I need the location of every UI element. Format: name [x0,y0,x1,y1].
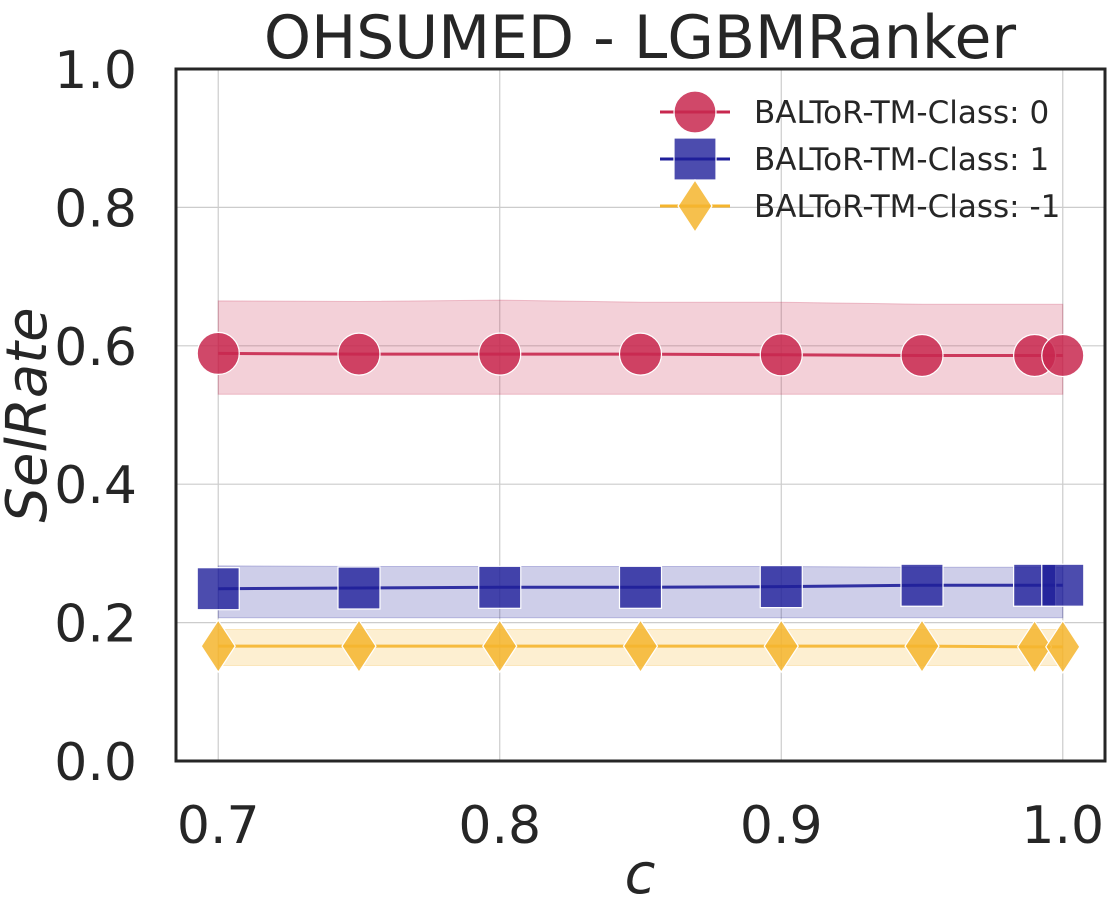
y-tick-label: 0.2 [54,595,137,655]
data-point-diamond [1045,619,1081,674]
data-point-square [759,565,803,609]
data-point-square [478,565,522,609]
data-point-circle [1041,333,1085,378]
legend-label: BALToR-TM-Class: 0 [754,95,1049,131]
legend-marker-diamond [677,178,713,234]
legend-marker-square [673,137,717,181]
data-point-diamond [1016,619,1053,674]
data-point-circle [478,332,522,376]
y-tick-label: 0.0 [54,733,137,793]
data-point-diamond [341,619,377,674]
plot-frame [174,67,1107,763]
x-tick-label: 0.7 [177,796,260,856]
data-point-square [337,566,381,610]
data-point-circle [196,331,240,376]
data-point-diamond [763,619,799,674]
x-tick-label: 0.8 [458,796,541,856]
legend: BALToR-TM-Class: 0 BALToR-TM-Class: 1 BALT… [660,90,1060,234]
legend-label: BALToR-TM-Class: 1 [754,142,1049,178]
x-tick-label: 0.9 [740,796,823,856]
y-tick-label: 0.6 [54,318,137,378]
y-tick-label: 0.4 [54,456,137,516]
data-point-diamond [622,619,659,674]
data-point-square [618,565,663,609]
data-point-diamond [904,619,940,674]
chart-title: OHSUMED - LGBMRanker [264,3,1017,73]
data-point-square [196,567,240,611]
data-point-square [1041,563,1085,607]
x-tick-label: 1.0 [1021,796,1104,856]
data-point-square [900,563,944,607]
data-point-circle [618,332,663,376]
data-point-diamond [482,619,518,674]
tick-labels: 0.7 0.8 0.9 1.0 0.0 0.2 0.4 0.6 0.8 1.0 [54,41,1104,856]
y-tick-label: 0.8 [54,179,137,239]
data-point-circle [759,333,803,377]
x-axis-label: c [625,842,656,907]
y-axis-label: SelRate [0,307,60,522]
data-point-diamond [200,619,236,674]
series-markers [196,331,1085,674]
data-point-circle [337,332,381,376]
legend-label: BALToR-TM-Class: -1 [754,189,1060,225]
y-tick-label: 1.0 [54,41,137,101]
series-line-diamond [218,644,1063,649]
legend-marker-circle [673,90,717,134]
data-point-circle [900,333,944,378]
